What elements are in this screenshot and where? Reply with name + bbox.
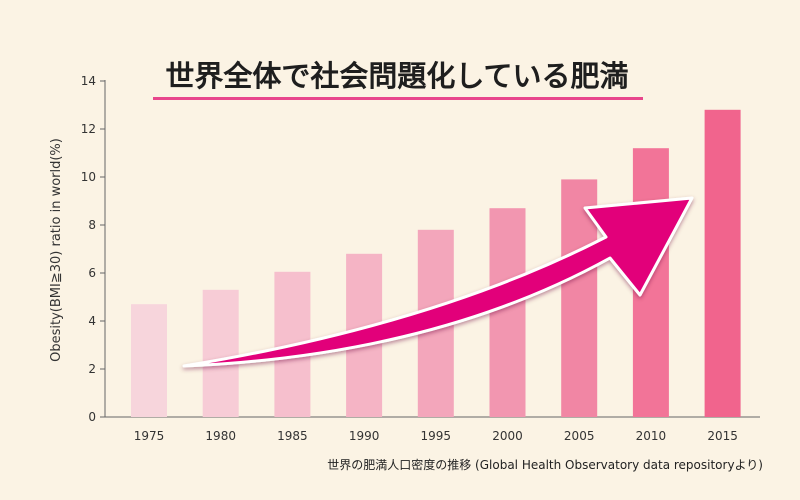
x-axis-ticks: 1975 1980 1985 1990 1995 2000 2005 2010 2015 <box>134 429 738 443</box>
y-tick-label: 0 <box>88 410 96 424</box>
bar-2015 <box>704 109 741 418</box>
title-underline <box>153 97 643 100</box>
x-tick-label: 2000 <box>492 429 523 443</box>
y-tick-label: 12 <box>81 122 96 136</box>
y-tick-label: 2 <box>88 362 96 376</box>
x-tick-label: 1980 <box>205 429 236 443</box>
bar-2000 <box>489 208 526 417</box>
x-tick-label: 1985 <box>277 429 308 443</box>
y-axis-label: Obesity(BMI≧30) ratio in world(%) <box>49 138 64 362</box>
bar-1975 <box>131 304 167 417</box>
x-tick-label: 2005 <box>564 429 595 443</box>
y-axis-ticks: 0 2 4 6 8 10 12 14 <box>81 74 105 424</box>
x-tick-label: 2010 <box>636 429 667 443</box>
bar-1980 <box>202 289 239 417</box>
x-tick-label: 1990 <box>349 429 380 443</box>
x-tick-label: 1995 <box>421 429 452 443</box>
y-tick-label: 14 <box>81 74 96 88</box>
chart-title: 世界全体で社会問題化している肥満 <box>165 59 628 93</box>
trend-arrow <box>182 196 694 368</box>
y-tick-label: 4 <box>88 314 96 328</box>
x-tick-label: 1975 <box>134 429 165 443</box>
x-tick-label: 2015 <box>707 429 738 443</box>
y-tick-label: 6 <box>88 266 96 280</box>
y-tick-label: 10 <box>81 170 96 184</box>
y-tick-label: 8 <box>88 218 96 232</box>
source-note: 世界の肥満人口密度の推移 (Global Health Observatory … <box>327 457 763 472</box>
